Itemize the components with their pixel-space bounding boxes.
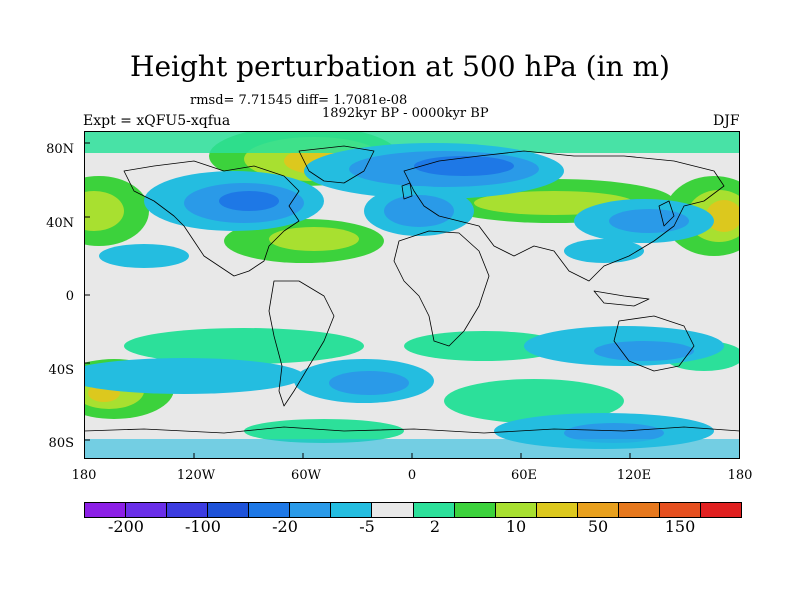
x-tick-60e: 60E <box>510 468 538 483</box>
time-period: 1892kyr BP - 0000kyr BP <box>322 106 489 121</box>
map-title: Height perturbation at 500 hPa (in m) <box>130 50 670 83</box>
colorbar-swatch <box>126 503 168 517</box>
color-scale-bar <box>84 502 742 518</box>
coastlines <box>84 145 740 434</box>
colorbar-label: -100 <box>185 517 221 536</box>
colorbar-label: -5 <box>359 517 375 536</box>
y-tick-80s: 80S <box>48 436 74 451</box>
colorbar-label: -20 <box>272 517 298 536</box>
colorbar-swatch <box>372 503 414 517</box>
x-tick-180w: 180 <box>71 468 97 483</box>
colorbar-swatch <box>413 503 455 517</box>
colorbar-label: 150 <box>664 517 696 536</box>
x-tick-180e: 180 <box>727 468 753 483</box>
colorbar-label: 10 <box>505 517 527 536</box>
colorbar-label: 50 <box>587 517 609 536</box>
colorbar-swatch <box>618 503 660 517</box>
y-tick-0: 0 <box>65 289 74 304</box>
colorbar-label: 2 <box>429 517 441 536</box>
height-perturbation-map <box>84 131 740 459</box>
colorbar-swatch <box>659 503 701 517</box>
negative-anomaly-regions <box>84 143 740 459</box>
colorbar-swatch <box>495 503 537 517</box>
colorbar-swatch <box>577 503 619 517</box>
colorbar-swatch <box>249 503 291 517</box>
colorbar-swatch <box>454 503 496 517</box>
x-tick-0: 0 <box>407 468 417 483</box>
x-tick-60w: 60W <box>291 468 321 483</box>
colorbar-label: -200 <box>108 517 144 536</box>
y-tick-40n: 40N <box>46 216 74 231</box>
colorbar-swatch <box>290 503 332 517</box>
season-label: DJF <box>713 113 740 129</box>
experiment-label: Expt = xQFU5-xqfua <box>83 113 231 129</box>
colorbar-swatch <box>331 503 373 517</box>
x-tick-120e: 120E <box>616 468 652 483</box>
x-tick-120w: 120W <box>176 468 216 483</box>
colorbar-swatch <box>167 503 209 517</box>
y-tick-80n: 80N <box>46 142 74 157</box>
colorbar-swatch <box>208 503 250 517</box>
y-tick-40s: 40S <box>48 363 74 378</box>
rmsd-stats: rmsd= 7.71545 diff= 1.7081e-08 <box>190 93 408 108</box>
colorbar-swatch <box>700 503 741 517</box>
colorbar-swatch <box>85 503 127 517</box>
colorbar-swatch <box>536 503 578 517</box>
